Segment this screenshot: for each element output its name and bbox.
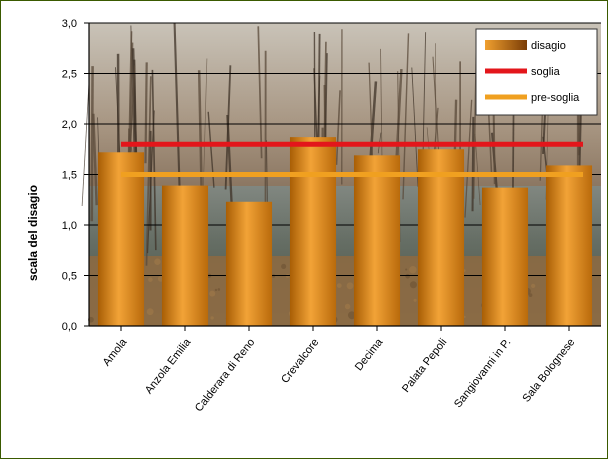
y-tick-label: 0,5 bbox=[62, 271, 77, 283]
photo-leaf-litter bbox=[146, 308, 154, 316]
photo-leaf-litter bbox=[405, 273, 411, 279]
bar bbox=[289, 137, 337, 326]
legend-label: disagio bbox=[531, 40, 566, 52]
photo-tree-trunk bbox=[224, 65, 232, 190]
y-tick-label: 0,0 bbox=[62, 321, 77, 333]
x-tick-label: Sangiovanni in P. bbox=[452, 336, 513, 410]
photo-tree-trunk bbox=[487, 106, 493, 176]
y-tick-label: 2,5 bbox=[62, 69, 77, 81]
reference-lines bbox=[121, 141, 583, 177]
photo-tree-trunk bbox=[471, 116, 475, 212]
bars bbox=[97, 137, 593, 326]
photo-leaf-litter bbox=[209, 290, 216, 297]
photo-leaf-litter bbox=[346, 282, 354, 290]
photo-tree-trunk bbox=[81, 81, 90, 207]
photo-tree-trunk bbox=[127, 31, 133, 174]
photo-leaf-litter bbox=[271, 274, 276, 278]
bar bbox=[97, 152, 145, 326]
legend-swatch-disagio bbox=[485, 40, 527, 50]
y-tick-labels: 0,0 0,5 1,0 1,5 2,0 2,5 3,0 bbox=[62, 18, 89, 333]
x-tick-label: Crevalcore bbox=[279, 336, 321, 385]
bar bbox=[353, 155, 401, 326]
y-tick-label: 1,5 bbox=[62, 170, 77, 182]
x-tick-labels: Amola Anzola Emilia Calderara di Reno Creva… bbox=[101, 326, 577, 414]
photo-leaf-litter bbox=[528, 293, 533, 298]
bar bbox=[225, 201, 273, 326]
photo-leaf-litter bbox=[148, 277, 153, 282]
photo-leaf-litter bbox=[154, 258, 161, 266]
photo-leaf-litter bbox=[413, 298, 417, 302]
x-tick-label: Palata Pepoli bbox=[400, 336, 449, 394]
y-axis-label: scala del disagio bbox=[26, 185, 40, 281]
bar bbox=[417, 149, 465, 326]
photo-tree-trunk bbox=[151, 69, 157, 251]
photo-leaf-litter bbox=[217, 288, 221, 291]
x-tick-label: Amola bbox=[101, 336, 130, 369]
photo-tree-trunk bbox=[402, 33, 410, 200]
x-tick-label: Decima bbox=[353, 336, 386, 373]
photo-leaf-litter bbox=[281, 263, 287, 269]
y-tick-label: 2,0 bbox=[62, 119, 77, 131]
legend: disagio soglia pre-soglia bbox=[475, 28, 598, 116]
photo-tree-trunk bbox=[144, 62, 148, 164]
photo-leaf-litter bbox=[214, 288, 218, 292]
photo-leaf-litter bbox=[405, 268, 408, 271]
photo-tree-trunk bbox=[257, 26, 263, 159]
legend-label: pre-soglia bbox=[531, 92, 580, 104]
bar bbox=[481, 187, 529, 326]
x-tick-label: Sala Bolognese bbox=[520, 336, 577, 404]
x-tick-label: Anzola Emilia bbox=[143, 336, 194, 397]
photo-tree-trunk bbox=[464, 99, 473, 218]
photo-tree-trunk bbox=[368, 62, 374, 170]
x-tick-label: Calderara di Reno bbox=[193, 336, 257, 414]
photo-tree-trunk bbox=[411, 67, 419, 187]
photo-leaf-litter bbox=[409, 281, 417, 289]
photo-tree-trunk bbox=[90, 66, 94, 222]
photo-leaf-litter bbox=[463, 315, 466, 319]
photo-tree-trunk bbox=[335, 90, 341, 165]
legend-label: soglia bbox=[531, 66, 561, 78]
photo-leaf-litter bbox=[210, 316, 214, 320]
photo-leaf-litter bbox=[336, 283, 342, 289]
bar bbox=[545, 165, 593, 326]
photo-leaf-litter bbox=[409, 266, 417, 274]
photo-leaf-litter bbox=[530, 283, 536, 289]
photo-tree-trunk bbox=[92, 113, 98, 206]
y-tick-label: 1,0 bbox=[62, 220, 77, 232]
bar bbox=[161, 185, 209, 326]
photo-tree-trunk bbox=[145, 76, 152, 266]
photo-leaf-litter bbox=[344, 303, 351, 310]
photo-leaf-litter bbox=[347, 311, 356, 320]
y-tick-label: 3,0 bbox=[62, 18, 77, 30]
